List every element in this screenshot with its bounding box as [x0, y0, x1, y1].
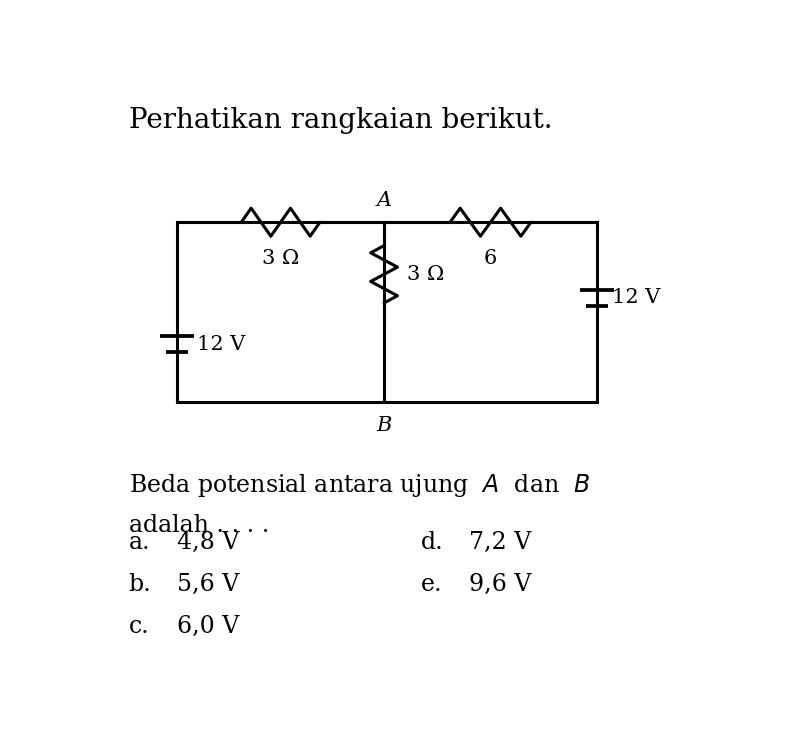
Text: adalah . . . .: adalah . . . .: [129, 514, 269, 537]
Text: 4,8 V: 4,8 V: [177, 531, 239, 554]
Text: 9,6 V: 9,6 V: [469, 573, 531, 596]
Text: B: B: [376, 416, 392, 435]
Text: b.: b.: [129, 573, 152, 596]
Text: A: A: [377, 191, 392, 210]
Text: a.: a.: [129, 531, 150, 554]
Text: d.: d.: [421, 531, 444, 554]
Text: c.: c.: [129, 615, 149, 638]
Text: 6,0 V: 6,0 V: [177, 615, 239, 638]
Text: 3 Ω: 3 Ω: [407, 265, 444, 284]
Text: 5,6 V: 5,6 V: [177, 573, 239, 596]
Text: Perhatikan rangkaian berikut.: Perhatikan rangkaian berikut.: [129, 107, 552, 134]
Text: 3 Ω: 3 Ω: [262, 249, 299, 268]
Text: Beda potensial antara ujung  $A$  dan  $B$: Beda potensial antara ujung $A$ dan $B$: [129, 472, 590, 499]
Text: 12 V: 12 V: [197, 335, 245, 354]
Text: 6: 6: [484, 249, 497, 268]
Text: e.: e.: [421, 573, 442, 596]
Text: 12 V: 12 V: [612, 288, 660, 307]
Text: 7,2 V: 7,2 V: [469, 531, 531, 554]
